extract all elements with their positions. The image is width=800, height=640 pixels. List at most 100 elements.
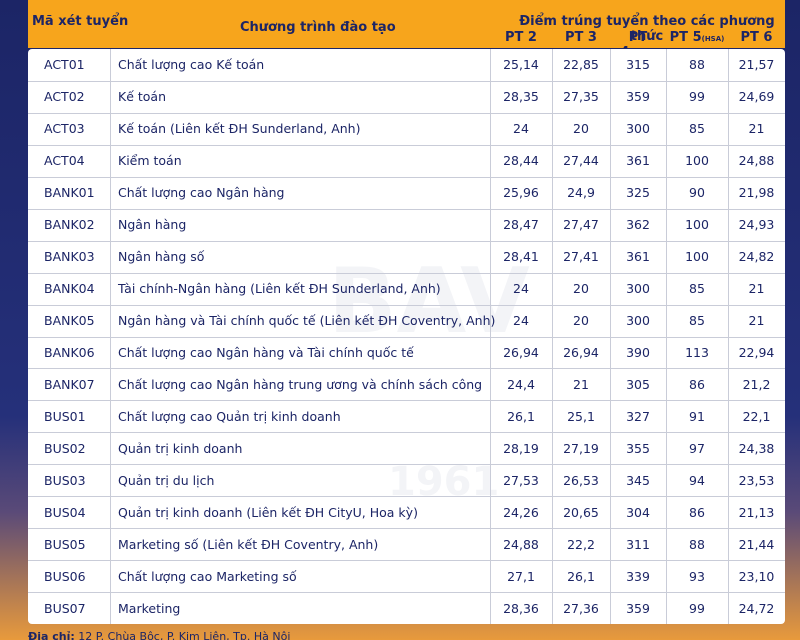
code: BANK02 <box>44 217 95 233</box>
score: 27,1 <box>507 568 535 584</box>
score: 362 <box>626 217 650 233</box>
program: Chất lượng cao Ngân hàng trung ương và c… <box>118 376 483 392</box>
score: 24,38 <box>738 440 775 456</box>
score: 21,13 <box>738 504 775 520</box>
score: 85 <box>689 121 705 137</box>
score: 327 <box>626 408 650 424</box>
row-divider <box>28 208 785 210</box>
score: 25,96 <box>503 185 539 201</box>
score: 355 <box>626 440 650 456</box>
score: 24,9 <box>567 185 595 201</box>
score: 27,41 <box>563 249 599 265</box>
program: Quản trị kinh doanh (Liên kết ĐH CityU, … <box>118 504 418 520</box>
code: BUS04 <box>44 504 86 520</box>
code: ACT03 <box>44 121 85 137</box>
score: 24 <box>513 281 529 297</box>
program: Marketing <box>118 600 181 616</box>
score: 21,44 <box>738 536 775 552</box>
score: 27,53 <box>503 472 539 488</box>
score: 100 <box>685 249 709 265</box>
score: 26,94 <box>503 344 539 360</box>
score: 86 <box>689 376 705 392</box>
row-divider <box>28 592 785 594</box>
code: BUS03 <box>44 472 86 488</box>
score: 359 <box>626 89 650 105</box>
score: 24,93 <box>738 217 775 233</box>
code: BUS02 <box>44 440 86 456</box>
program: Chất lượng cao Ngân hàng và Tài chính qu… <box>118 344 414 360</box>
code-header: Mã xét tuyển <box>32 14 129 29</box>
score: 20 <box>573 281 589 297</box>
method-header: PT 2 <box>490 30 552 45</box>
score: 20 <box>573 313 589 329</box>
row-divider <box>28 80 785 82</box>
score: 21,2 <box>742 376 771 392</box>
score: 21 <box>748 281 765 297</box>
method-note: (HSA) <box>701 35 725 43</box>
footer-address: 12 P. Chùa Bộc, P. Kim Liên, Tp. Hà Nội <box>78 630 291 640</box>
score: 20 <box>573 121 589 137</box>
score: 26,1 <box>567 568 595 584</box>
score: 21,98 <box>738 185 775 201</box>
row-divider <box>28 432 785 434</box>
score: 361 <box>626 153 650 169</box>
score: 311 <box>626 536 650 552</box>
score: 94 <box>689 472 705 488</box>
score: 22,94 <box>738 344 775 360</box>
program: Chất lượng cao Kế toán <box>118 57 265 73</box>
code: BANK05 <box>44 313 95 329</box>
program: Quản trị kinh doanh <box>118 440 243 456</box>
score: 300 <box>626 313 650 329</box>
score: 28,47 <box>503 217 539 233</box>
score: 26,94 <box>563 344 599 360</box>
code: BANK07 <box>44 376 95 392</box>
program: Ngân hàng và Tài chính quốc tế (Liên kết… <box>118 313 496 329</box>
score: 361 <box>626 249 650 265</box>
score: 24 <box>513 313 529 329</box>
score: 88 <box>689 57 705 73</box>
row-divider <box>28 528 785 530</box>
score: 28,19 <box>503 440 539 456</box>
score: 21,57 <box>738 57 775 73</box>
table-body: BAV 1961 ACT01 Chất lượng cao Kế toán 25,1… <box>28 49 785 624</box>
program: Chất lượng cao Marketing số <box>118 568 297 584</box>
footer-label: Địa chỉ: <box>28 630 75 640</box>
score: 100 <box>685 153 709 169</box>
score: 24,72 <box>738 600 775 616</box>
score: 90 <box>689 185 705 201</box>
method-header: PT 3 <box>552 30 610 45</box>
score: 300 <box>626 121 650 137</box>
score: 24,88 <box>503 536 539 552</box>
code: BANK06 <box>44 344 95 360</box>
code: BUS01 <box>44 408 86 424</box>
code: BANK03 <box>44 249 95 265</box>
score: 28,41 <box>503 249 539 265</box>
score: 390 <box>626 344 650 360</box>
row-divider <box>28 400 785 402</box>
score: 24,4 <box>507 376 535 392</box>
score: 27,35 <box>563 89 599 105</box>
score: 99 <box>689 89 705 105</box>
score: 22,1 <box>742 408 771 424</box>
program: Kiểm toán <box>118 153 182 169</box>
score: 28,35 <box>503 89 539 105</box>
method-name: PT 5 <box>669 30 702 45</box>
score: 91 <box>689 408 705 424</box>
score: 86 <box>689 504 705 520</box>
score: 23,10 <box>738 568 775 584</box>
row-divider <box>28 560 785 562</box>
row-divider <box>28 304 785 306</box>
score: 26,53 <box>563 472 599 488</box>
score: 26,1 <box>507 408 535 424</box>
score: 305 <box>626 376 650 392</box>
watermark-year: 1961 <box>388 459 500 505</box>
program: Ngân hàng <box>118 217 187 233</box>
score: 24,26 <box>503 504 539 520</box>
score: 27,44 <box>563 153 599 169</box>
score: 113 <box>685 344 709 360</box>
score: 20,65 <box>563 504 599 520</box>
score: 27,19 <box>563 440 599 456</box>
code: ACT04 <box>44 153 85 169</box>
method-header: PT 5(HSA) <box>666 30 728 45</box>
score: 27,47 <box>563 217 599 233</box>
